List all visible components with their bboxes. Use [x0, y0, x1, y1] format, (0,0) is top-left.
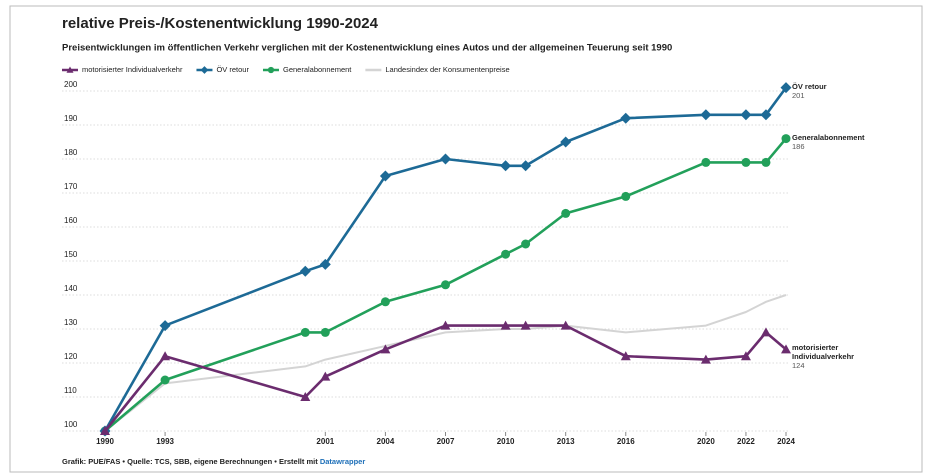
y-tick-label: 110 — [64, 386, 77, 395]
y-tick-label: 180 — [64, 148, 78, 157]
y-tick-label: 100 — [64, 420, 78, 429]
marker — [440, 153, 451, 165]
marker — [781, 134, 791, 144]
chart-title: relative Preis-/Kostenentwicklung 1990-2… — [62, 15, 379, 32]
end-label-value: 201 — [792, 90, 805, 100]
marker — [561, 208, 571, 218]
marker — [520, 320, 531, 330]
grid: 100 110 120 130 140 150 160 170 180 190 200 1990 199… — [62, 80, 795, 446]
legend-label: ÖV retour — [216, 65, 249, 74]
source-link[interactable]: Datawrapper — [320, 457, 366, 466]
marker — [700, 354, 711, 364]
source: Grafik: PUE/FAS • Quelle: TCS, SBB, eige… — [62, 457, 365, 466]
y-tick-label: 160 — [64, 216, 78, 225]
x-tick-label: 2007 — [437, 437, 455, 446]
marker — [66, 66, 74, 73]
legend-label: Generalabonnement — [283, 65, 352, 74]
marker — [160, 351, 171, 361]
marker — [300, 327, 310, 337]
marker — [159, 320, 171, 332]
marker — [560, 136, 572, 148]
marker — [500, 320, 511, 330]
marker — [761, 157, 771, 167]
y-tick-label: 120 — [64, 352, 78, 361]
end-label-name: motorisierter Individualverkehr — [792, 343, 855, 362]
end-label-name: Generalabonnement — [792, 132, 865, 142]
marker — [300, 392, 311, 401]
marker — [620, 351, 631, 361]
chart-subtitle: Preisentwicklungen im öffentlichen Verke… — [62, 43, 672, 54]
series-line — [103, 324, 787, 432]
end-label-name: ÖV retour — [792, 81, 827, 91]
x-tick-label: 2004 — [377, 437, 395, 446]
marker — [521, 239, 531, 249]
end-label-box: Generalabonnement 186 — [792, 133, 888, 151]
y-tick-label: 140 — [64, 284, 78, 293]
legend: motorisierter Individualverkehr ÖV retour… — [62, 65, 510, 74]
end-label-box: motorisierter Individualverkehr 124 — [792, 343, 888, 370]
marker — [500, 160, 512, 172]
series-line — [104, 294, 787, 432]
marker — [760, 109, 772, 121]
marker — [320, 371, 331, 381]
x-tick-label: 2022 — [737, 437, 755, 446]
marker — [267, 66, 275, 74]
x-tick-label: 2024 — [777, 437, 795, 446]
marker — [440, 320, 451, 330]
legend-label: Landesindex der Konsumentenpreise — [385, 65, 509, 74]
end-label-value: 186 — [792, 141, 805, 151]
marker — [760, 327, 771, 337]
marker — [380, 344, 391, 354]
marker — [501, 249, 511, 259]
marker — [781, 344, 791, 354]
marker — [320, 327, 330, 337]
marker — [200, 66, 209, 74]
marker — [621, 191, 631, 201]
x-tick-label: 1990 — [96, 437, 114, 446]
y-tick-label: 130 — [64, 318, 78, 327]
frame — [9, 5, 923, 473]
y-tick-label: 190 — [64, 114, 78, 123]
marker — [780, 82, 792, 94]
x-tick-label: 2020 — [697, 437, 715, 446]
marker — [441, 280, 450, 290]
marker — [740, 109, 752, 121]
marker — [379, 170, 391, 182]
marker — [740, 351, 751, 361]
series-line — [103, 86, 788, 432]
marker — [700, 109, 712, 121]
y-tick-label: 150 — [64, 250, 78, 259]
x-tick-label: 1993 — [156, 437, 174, 446]
end-label-box: ÖV retour 201 — [792, 82, 888, 100]
marker — [100, 426, 110, 435]
marker — [560, 320, 571, 330]
x-tick-label: 2013 — [557, 437, 575, 446]
marker — [741, 157, 751, 167]
x-tick-label: 2016 — [617, 437, 635, 446]
y-tick-label: 170 — [64, 182, 78, 191]
y-tick-label: 200 — [64, 80, 78, 89]
marker — [319, 258, 331, 270]
marker — [299, 265, 311, 277]
marker — [380, 297, 390, 307]
legend-label: motorisierter Individualverkehr — [82, 65, 183, 74]
marker — [701, 157, 711, 167]
x-tick-label: 2001 — [316, 437, 334, 446]
marker — [520, 160, 532, 172]
marker — [160, 375, 170, 385]
marker — [620, 112, 632, 124]
x-tick-label: 2010 — [497, 437, 515, 446]
source-text: Grafik: PUE/FAS • Quelle: TCS, SBB, eige… — [62, 457, 318, 466]
end-label-value: 124 — [792, 361, 805, 371]
